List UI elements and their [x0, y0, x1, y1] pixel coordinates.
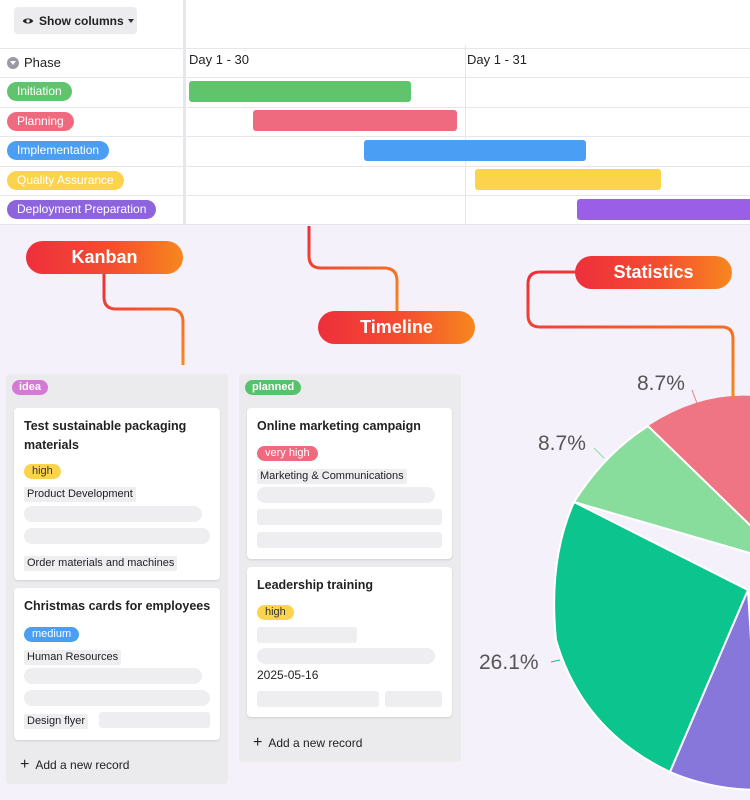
placeholder-field — [24, 506, 202, 522]
phase-pill-deployment-preparation[interactable]: Deployment Preparation — [7, 200, 157, 219]
period-divider — [465, 45, 466, 225]
phase-pill-initiation[interactable]: Initiation — [7, 82, 72, 101]
kanban-card[interactable]: Online marketing campaign very high Mark… — [247, 408, 452, 559]
pie-label-pink: 8.7% — [637, 372, 685, 395]
show-columns-label: Show columns — [39, 13, 124, 28]
phase-header-label: Phase — [24, 55, 61, 70]
placeholder-field — [257, 627, 357, 643]
row-divider — [0, 48, 750, 49]
timeline-bar-planning[interactable] — [253, 110, 457, 131]
add-record-label: Add a new record — [268, 736, 363, 750]
phase-pill-implementation[interactable]: Implementation — [7, 141, 110, 160]
add-record-button[interactable]: + Add a new record — [20, 756, 130, 773]
column-tag-idea: idea — [12, 380, 49, 395]
phase-pill-quality-assurance[interactable]: Quality Assurance — [7, 171, 124, 190]
row-divider — [0, 136, 750, 137]
priority-badge: high — [257, 605, 294, 620]
chevron-down-icon — [7, 56, 19, 69]
placeholder-field — [257, 532, 442, 548]
pie-slice-light-green[interactable] — [572, 424, 750, 565]
kanban-column-idea: idea Test sustainable packaging material… — [6, 374, 228, 784]
pie-slice-teal[interactable] — [553, 500, 750, 774]
callout-statistics: Statistics — [575, 256, 732, 289]
department-chip: Human Resources — [24, 650, 122, 665]
eye-icon — [22, 17, 34, 24]
placeholder-field — [24, 528, 210, 544]
placeholder-field — [99, 712, 210, 728]
card-date: 2025-05-16 — [257, 668, 319, 682]
task-chip: Order materials and machines — [24, 556, 178, 571]
timeline-bar-initiation[interactable] — [189, 81, 411, 102]
statistics-connector — [526, 270, 735, 398]
placeholder-field — [257, 648, 435, 664]
pie-slice-purple[interactable] — [668, 589, 750, 791]
department-chip: Marketing & Communications — [257, 469, 407, 484]
timeline-connector — [307, 226, 399, 311]
pie-label-light-green: 8.7% — [538, 432, 586, 455]
card-title: Test sustainable packaging materials — [24, 419, 187, 452]
placeholder-field — [24, 690, 210, 706]
card-title: Christmas cards for employees — [24, 599, 211, 613]
kanban-card[interactable]: Christmas cards for employees medium Hum… — [14, 588, 220, 740]
pie-leader-line — [593, 447, 605, 459]
row-divider — [0, 195, 750, 196]
timeline-bar-quality-assurance[interactable] — [475, 169, 661, 190]
plus-icon: + — [253, 734, 263, 751]
card-title: Online marketing campaign — [257, 419, 421, 433]
plus-icon: + — [20, 756, 30, 773]
placeholder-field — [257, 487, 435, 503]
priority-badge: high — [24, 464, 61, 479]
show-columns-button[interactable]: Show columns — [14, 7, 137, 34]
kanban-card[interactable]: Test sustainable packaging materials hig… — [14, 408, 220, 580]
timeline-chart-area: Day 1 - 30 Day 1 - 31 — [189, 0, 750, 225]
add-record-button[interactable]: + Add a new record — [253, 734, 363, 751]
row-divider — [0, 77, 750, 78]
placeholder-field — [385, 691, 442, 707]
pie-slice-pink[interactable] — [648, 395, 750, 565]
priority-badge: very high — [257, 446, 318, 461]
card-title: Leadership training — [257, 578, 373, 592]
pie-leader-line — [550, 659, 561, 663]
department-chip: Product Development — [24, 487, 136, 502]
kanban-card[interactable]: Leadership training high 2025-05-16 — [247, 567, 452, 717]
placeholder-field — [257, 691, 379, 707]
callout-kanban: Kanban — [26, 241, 183, 274]
day-range-label: Day 1 - 30 — [189, 52, 249, 67]
add-record-label: Add a new record — [35, 758, 130, 772]
kanban-column-planned: planned Online marketing campaign very h… — [239, 374, 461, 762]
timeline-bar-deployment-preparation[interactable] — [577, 199, 750, 220]
timeline-phase-column: Show columns Phase Initiation Planning I… — [0, 0, 186, 225]
priority-badge: medium — [24, 627, 80, 642]
kanban-connector — [102, 274, 185, 365]
phase-column-header[interactable]: Phase — [7, 55, 61, 70]
pie-label-teal: 26.1% — [479, 651, 539, 674]
timeline-bar-implementation[interactable] — [364, 140, 586, 161]
row-divider — [0, 107, 750, 108]
column-tag-planned: planned — [245, 380, 302, 395]
row-divider — [0, 166, 750, 167]
placeholder-field — [257, 509, 442, 525]
pie-leader-line — [691, 389, 699, 407]
caret-down-icon — [127, 18, 134, 23]
timeline-view: Show columns Phase Initiation Planning I… — [0, 0, 750, 225]
callout-timeline: Timeline — [318, 311, 475, 344]
placeholder-field — [24, 668, 202, 684]
day-range-label: Day 1 - 31 — [467, 52, 527, 67]
phase-pill-planning[interactable]: Planning — [7, 112, 74, 131]
task-chip: Design flyer — [24, 714, 89, 729]
